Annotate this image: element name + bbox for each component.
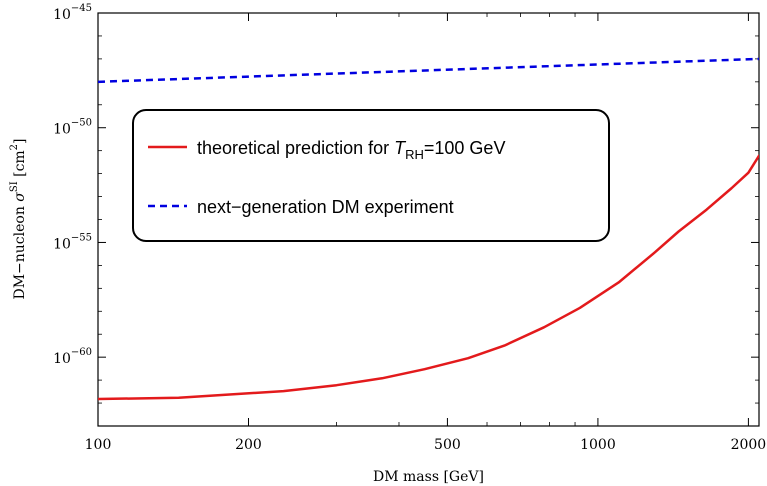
y-tick-label: 10−50 bbox=[53, 118, 92, 138]
legend-box bbox=[132, 109, 610, 242]
legend: theoretical prediction for TRH=100 GeV n… bbox=[132, 109, 610, 242]
legend-label-theory: theoretical prediction for TRH=100 GeV bbox=[197, 138, 505, 162]
series-line-next-generation-experiment bbox=[98, 57, 759, 84]
series-layer bbox=[98, 57, 759, 401]
y-axis-title: DM−nucleon σSI [cm2] bbox=[9, 138, 28, 299]
y-tick-label: 10−60 bbox=[53, 347, 92, 367]
x-tick-label: 500 bbox=[434, 437, 461, 453]
x-axis-title: DM mass [GeV] bbox=[373, 469, 484, 485]
x-tick-label: 2000 bbox=[731, 437, 767, 453]
series-line-theoretical-prediction bbox=[98, 154, 759, 401]
x-tick-label: 1000 bbox=[580, 437, 616, 453]
y-tick-label: 10−55 bbox=[53, 232, 92, 252]
x-tick-label: 100 bbox=[85, 437, 112, 453]
tick-labels: 100 200 500 1000 2000 10−60 10−55 10−50 10−45 bbox=[53, 3, 766, 453]
axis-ticks bbox=[97, 12, 759, 427]
y-tick-label: 10−45 bbox=[53, 3, 92, 23]
legend-label-experiment: next−generation DM experiment bbox=[197, 197, 454, 217]
x-tick-label: 200 bbox=[235, 437, 262, 453]
